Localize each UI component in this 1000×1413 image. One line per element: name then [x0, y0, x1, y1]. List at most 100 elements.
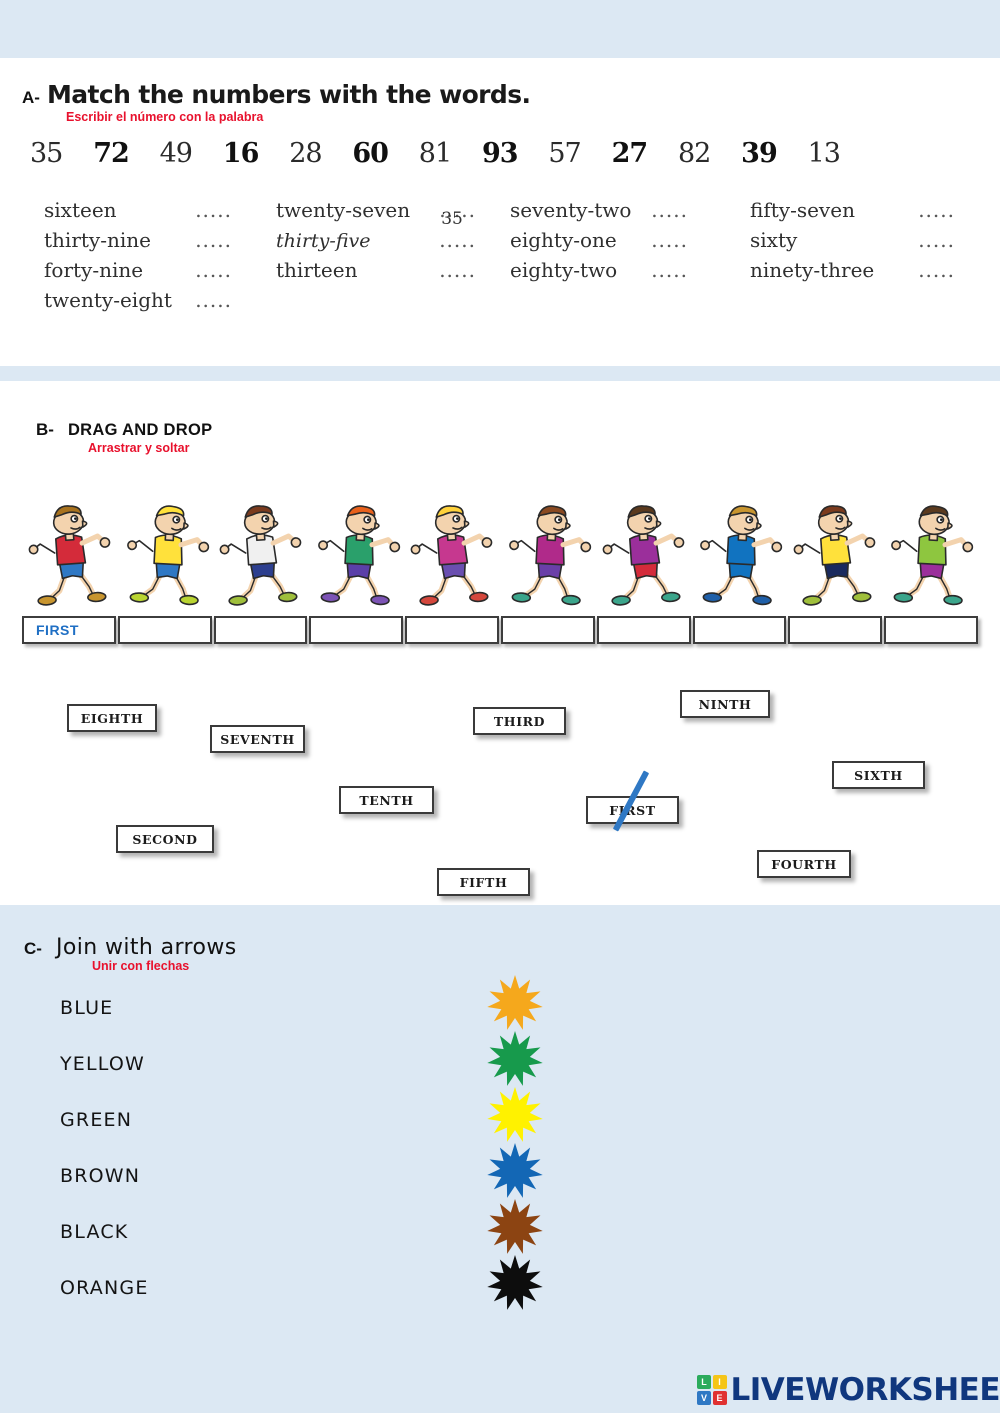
word-label: thirteen	[276, 258, 358, 282]
dropzone-3[interactable]	[213, 616, 308, 644]
number-token: 60	[352, 138, 389, 169]
brown-star[interactable]	[480, 1199, 550, 1255]
dropzone-7[interactable]	[596, 616, 691, 644]
dropzone-9[interactable]	[788, 616, 883, 644]
answer-blank[interactable]: .....	[651, 198, 688, 222]
runner-figure	[596, 498, 692, 610]
number-token: 81	[418, 138, 452, 169]
draggable-tile[interactable]: SIXTH	[832, 761, 925, 789]
number-token: 49	[159, 138, 193, 169]
section-a-letter: A-	[22, 88, 40, 107]
green-star[interactable]	[480, 1031, 550, 1087]
answer-blank[interactable]: .....	[918, 198, 955, 222]
answer-blank[interactable]: .....	[918, 258, 955, 282]
section-b-subtitle: Arrastrar y soltar	[88, 441, 190, 455]
dropzone-8[interactable]	[692, 616, 787, 644]
draggable-tile[interactable]: NINTH	[680, 690, 770, 718]
dropzone-6[interactable]	[500, 616, 595, 644]
section-a-panel	[0, 58, 1000, 366]
number-token: 72	[93, 138, 130, 169]
logo-tile-l: L	[697, 1375, 711, 1390]
answer-blank[interactable]: .....	[195, 258, 232, 282]
tile-label: FIRST	[609, 802, 656, 818]
number-token: 57	[548, 138, 581, 169]
word-label: twenty-eight	[44, 288, 172, 312]
logo-tile-e: E	[712, 1390, 727, 1405]
tile-label: SEVENTH	[220, 731, 295, 747]
liveworksheets-brand-text: LIVEWORKSHEETS	[730, 1372, 1000, 1408]
word-label: thirty-nine	[44, 228, 151, 252]
dropzone-2[interactable]	[117, 616, 212, 644]
word-match-item: eighty-two.....	[510, 258, 750, 282]
answer-blank[interactable]: .....	[195, 198, 232, 222]
section-c-title: Join with arrows	[55, 935, 237, 960]
section-b-title: DRAG AND DROP	[67, 421, 213, 439]
dropzone-row: FIRST	[22, 616, 978, 644]
word-match-item: fifty-seven.....	[750, 198, 959, 222]
draggable-tile[interactable]: SEVENTH	[210, 725, 305, 753]
draggable-tile[interactable]: SECOND	[116, 825, 214, 853]
color-word[interactable]: GREEN	[60, 1109, 133, 1131]
section-c-header: C- Join with arrows	[24, 935, 237, 960]
number-bank: 35 72 49 16 28 60 81 93 57 27 82 39 13	[30, 138, 841, 169]
color-word[interactable]: ORANGE	[60, 1277, 149, 1299]
runner-figure	[213, 498, 309, 610]
word-label: seventy-two	[510, 198, 632, 222]
section-a-header: A- Match the numbers with the words.	[22, 80, 531, 109]
draggable-tile[interactable]: FOURTH	[757, 850, 851, 878]
answer-blank[interactable]: .....	[918, 228, 955, 252]
section-a-title: Match the numbers with the words.	[46, 80, 531, 109]
word-label: twenty-seven	[276, 198, 411, 222]
runner-figure	[22, 498, 118, 610]
draggable-tile[interactable]: EIGHTH	[67, 704, 157, 732]
dropzone-1[interactable]: FIRST	[22, 616, 116, 644]
orange-star[interactable]	[480, 975, 550, 1031]
black-star[interactable]	[480, 1255, 550, 1311]
answer-blank[interactable]: ..... 35	[439, 209, 476, 252]
word-match-item: thirty-nine.....	[44, 228, 276, 252]
answer-blank[interactable]: .....	[439, 258, 476, 282]
runner-figure	[500, 498, 596, 610]
logo-tile-i: I	[712, 1375, 727, 1390]
section-b-header: B- DRAG AND DROP	[36, 420, 212, 440]
word-label: thirty-five	[276, 230, 371, 252]
answer-blank[interactable]: .....	[439, 198, 476, 222]
blue-star[interactable]	[480, 1143, 550, 1199]
section-c-letter: C-	[24, 939, 42, 958]
word-match-grid: sixteen..... twenty-seven..... seventy-two…	[44, 198, 959, 312]
word-match-item: eighty-one.....	[510, 228, 750, 252]
dropzone-5[interactable]	[405, 616, 499, 644]
dropzone-10[interactable]	[884, 616, 978, 644]
tile-label: EIGHTH	[80, 710, 144, 726]
runner-figure	[309, 498, 405, 610]
section-c-subtitle: Unir con flechas	[92, 959, 190, 973]
answer-blank[interactable]: .....	[195, 228, 232, 252]
dropzone-4[interactable]	[309, 616, 404, 644]
answer-blank[interactable]: .....	[651, 228, 688, 252]
yellow-star[interactable]	[480, 1087, 550, 1143]
tile-label: THIRD	[493, 713, 546, 729]
tile-label: TENTH	[359, 792, 414, 808]
word-match-item: ninety-three.....	[750, 258, 959, 282]
answer-blank[interactable]: .....	[651, 258, 688, 282]
color-star-list	[480, 975, 550, 1311]
draggable-tile[interactable]: TENTH	[339, 786, 434, 814]
tile-label: FIFTH	[459, 874, 508, 890]
word-label: sixty	[750, 228, 798, 252]
word-match-item: twenty-eight.....	[44, 288, 276, 312]
runner-figure	[691, 498, 787, 610]
color-word[interactable]: BROWN	[60, 1165, 141, 1187]
number-token: 39	[741, 138, 778, 169]
word-label: ninety-three	[750, 258, 875, 282]
number-token: 93	[481, 138, 519, 169]
color-word-list: BLUE YELLOW GREEN BROWN BLACK ORANGE	[60, 980, 149, 1316]
color-word[interactable]: YELLOW	[60, 1053, 146, 1075]
color-word[interactable]: BLUE	[60, 997, 114, 1019]
color-word[interactable]: BLACK	[60, 1221, 129, 1243]
liveworksheets-footer: LIVE LIVEWORKSHEETS	[697, 1372, 1000, 1408]
answer-blank[interactable]: .....	[195, 288, 232, 312]
tile-label: SIXTH	[854, 767, 903, 783]
draggable-tile[interactable]: FIFTH	[437, 868, 530, 896]
draggable-tile[interactable]: THIRD	[473, 707, 566, 735]
